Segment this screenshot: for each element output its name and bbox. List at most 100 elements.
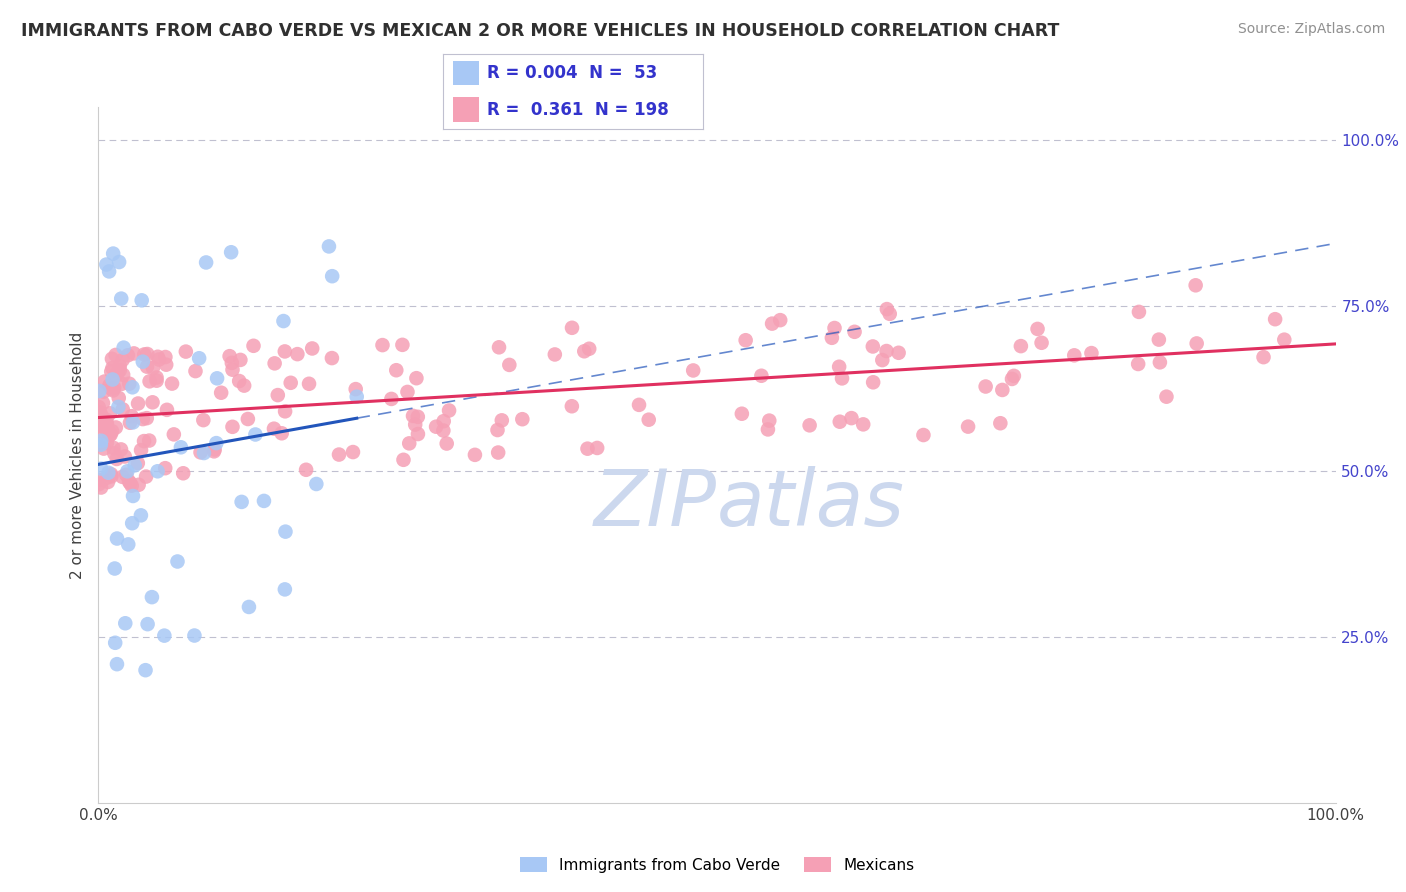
Point bbox=[124, 458, 146, 473]
Point bbox=[406, 409, 429, 424]
Point bbox=[305, 477, 328, 491]
Point bbox=[97, 466, 120, 480]
Point bbox=[170, 440, 193, 454]
Point bbox=[876, 344, 898, 359]
Point bbox=[96, 417, 118, 432]
Point bbox=[1156, 390, 1178, 404]
Point bbox=[117, 537, 139, 551]
Point bbox=[205, 371, 228, 385]
Point bbox=[89, 473, 111, 487]
Point bbox=[436, 436, 458, 450]
Point bbox=[205, 436, 228, 450]
Point bbox=[221, 356, 243, 370]
Point bbox=[1002, 368, 1025, 383]
Point bbox=[270, 426, 292, 441]
Point bbox=[328, 448, 350, 462]
Point bbox=[105, 532, 128, 546]
Point bbox=[153, 629, 176, 643]
Point bbox=[110, 442, 132, 457]
Point bbox=[1026, 322, 1049, 336]
Point bbox=[1185, 336, 1208, 351]
Point bbox=[96, 417, 118, 431]
Point bbox=[799, 418, 821, 433]
Point bbox=[274, 524, 297, 539]
Point bbox=[103, 446, 125, 460]
Point bbox=[876, 302, 898, 317]
Point bbox=[974, 379, 997, 393]
Point bbox=[342, 445, 364, 459]
Point bbox=[486, 423, 509, 437]
Point bbox=[100, 469, 122, 483]
Point bbox=[184, 364, 207, 378]
Point bbox=[751, 368, 773, 383]
Point bbox=[111, 353, 134, 368]
Point bbox=[193, 446, 215, 460]
Point bbox=[107, 366, 129, 380]
Point bbox=[844, 325, 866, 339]
Point bbox=[406, 427, 429, 442]
Point bbox=[1001, 372, 1024, 386]
Point bbox=[114, 616, 136, 631]
Point bbox=[841, 411, 863, 425]
Point bbox=[432, 424, 454, 438]
Point bbox=[321, 269, 343, 284]
Point bbox=[100, 382, 122, 396]
Point bbox=[98, 378, 121, 392]
Point bbox=[295, 463, 318, 477]
Point bbox=[166, 554, 188, 568]
Point bbox=[122, 489, 145, 503]
Point bbox=[105, 452, 128, 467]
Point bbox=[104, 368, 127, 383]
Point bbox=[156, 402, 179, 417]
Point bbox=[96, 413, 118, 427]
Point bbox=[1080, 346, 1102, 360]
Point bbox=[402, 409, 425, 423]
Point bbox=[118, 416, 141, 430]
Point bbox=[190, 445, 212, 459]
Point bbox=[637, 413, 659, 427]
Point bbox=[183, 628, 205, 642]
Point bbox=[132, 434, 155, 449]
Point bbox=[104, 636, 127, 650]
Point bbox=[93, 384, 115, 399]
Legend: Immigrants from Cabo Verde, Mexicans: Immigrants from Cabo Verde, Mexicans bbox=[513, 850, 921, 879]
Point bbox=[464, 448, 486, 462]
Point bbox=[122, 416, 145, 430]
Text: ZIP: ZIP bbox=[595, 466, 717, 541]
Point bbox=[298, 376, 321, 391]
Point bbox=[104, 420, 127, 434]
Point bbox=[734, 333, 756, 347]
Point bbox=[141, 395, 163, 409]
Point bbox=[346, 390, 368, 404]
Point bbox=[155, 461, 177, 475]
Point bbox=[221, 362, 243, 376]
Point bbox=[253, 494, 276, 508]
Point bbox=[758, 414, 780, 428]
Point bbox=[263, 422, 285, 436]
Point bbox=[195, 255, 218, 269]
Point bbox=[831, 371, 853, 385]
Point bbox=[108, 255, 131, 269]
Point bbox=[146, 350, 169, 364]
Point bbox=[107, 400, 129, 414]
Point bbox=[127, 456, 149, 470]
Point bbox=[273, 314, 295, 328]
Point bbox=[96, 471, 118, 485]
Point bbox=[155, 350, 177, 364]
Point bbox=[107, 391, 129, 405]
Point bbox=[138, 434, 160, 448]
Point bbox=[1128, 357, 1150, 371]
Point bbox=[101, 351, 124, 366]
Point bbox=[229, 352, 252, 367]
Point bbox=[578, 342, 600, 356]
Point bbox=[91, 416, 114, 430]
Point bbox=[96, 258, 118, 272]
Point bbox=[96, 436, 118, 450]
Point bbox=[274, 582, 297, 597]
Point bbox=[228, 374, 250, 388]
Point bbox=[121, 516, 143, 531]
Point bbox=[101, 246, 124, 260]
Point bbox=[344, 382, 367, 396]
Point bbox=[127, 396, 149, 410]
Point bbox=[486, 445, 509, 459]
